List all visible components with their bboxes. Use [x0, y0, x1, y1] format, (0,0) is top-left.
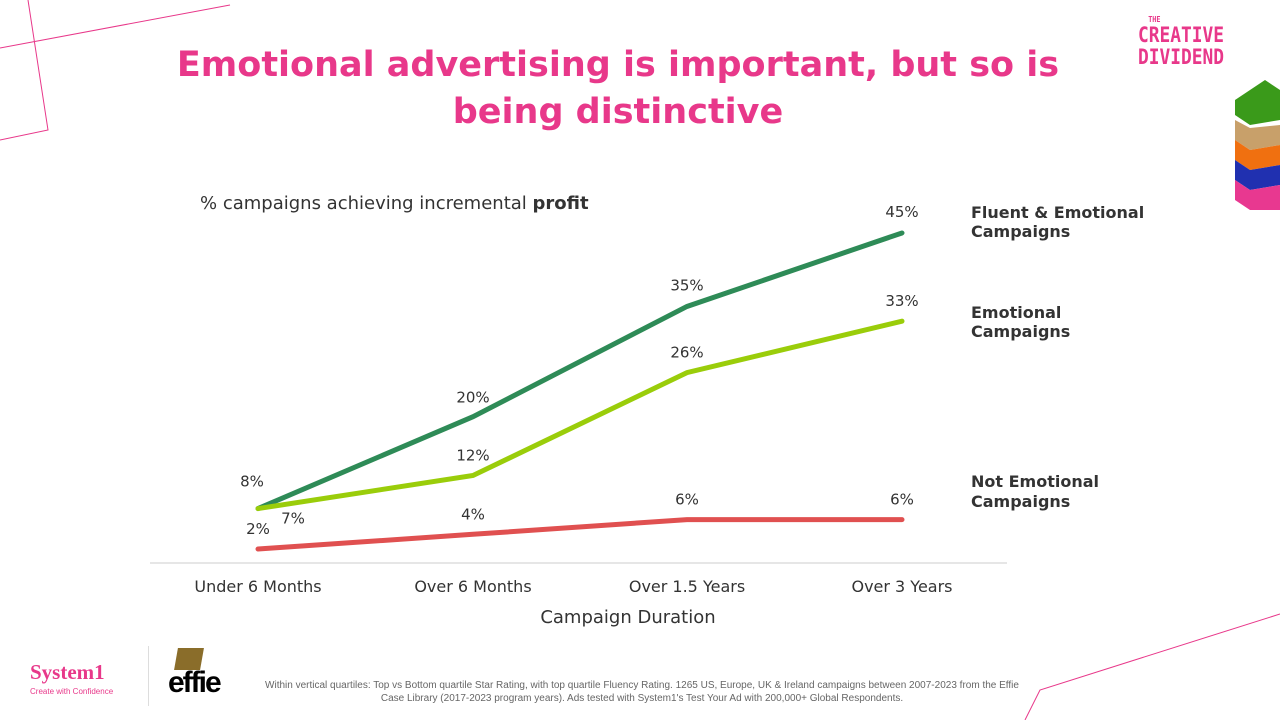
- effie-logo: effie: [168, 648, 222, 700]
- series-line: [255, 517, 905, 552]
- data-label: 4%: [461, 505, 485, 523]
- system1-logo: System1 Create with Confidence: [30, 660, 114, 696]
- series-label: Emotional: [971, 303, 1061, 322]
- series-label: Campaigns: [971, 322, 1070, 341]
- series-label: Fluent & Emotional: [971, 203, 1144, 222]
- series-label: Campaigns: [971, 492, 1070, 511]
- data-label: 2%: [246, 520, 270, 538]
- data-label: 45%: [885, 203, 918, 221]
- data-label: 6%: [890, 491, 914, 509]
- x-tick-label: Under 6 Months: [194, 577, 321, 596]
- data-label: 6%: [675, 491, 699, 509]
- series-line: [255, 230, 905, 512]
- data-label: 8%: [240, 473, 264, 491]
- data-label: 33%: [885, 292, 918, 310]
- page-title: Emotional advertising is important, but …: [176, 45, 1060, 132]
- data-label: 7%: [281, 510, 305, 528]
- x-tick-label: Over 1.5 Years: [629, 577, 745, 596]
- series-line: [255, 318, 905, 512]
- data-label: 26%: [670, 344, 703, 362]
- series-label: Campaigns: [971, 222, 1070, 241]
- series-label: Not Emotional: [971, 472, 1099, 491]
- chart-subtitle: % campaigns achieving incremental profit: [200, 193, 589, 214]
- x-axis-label: Campaign Duration: [540, 607, 715, 628]
- x-tick-label: Over 6 Months: [414, 577, 531, 596]
- stacked-blocks-logo: [1235, 80, 1280, 210]
- data-label: 35%: [670, 276, 703, 294]
- data-label: 20%: [456, 389, 489, 407]
- footnote: Within vertical quartiles: Top vs Bottom…: [265, 680, 1019, 704]
- x-tick-label: Over 3 Years: [851, 577, 952, 596]
- data-label: 12%: [456, 447, 489, 465]
- creative-dividend-logo: THE CREATIVE DIVIDEND: [1138, 15, 1224, 69]
- divider: [148, 646, 149, 706]
